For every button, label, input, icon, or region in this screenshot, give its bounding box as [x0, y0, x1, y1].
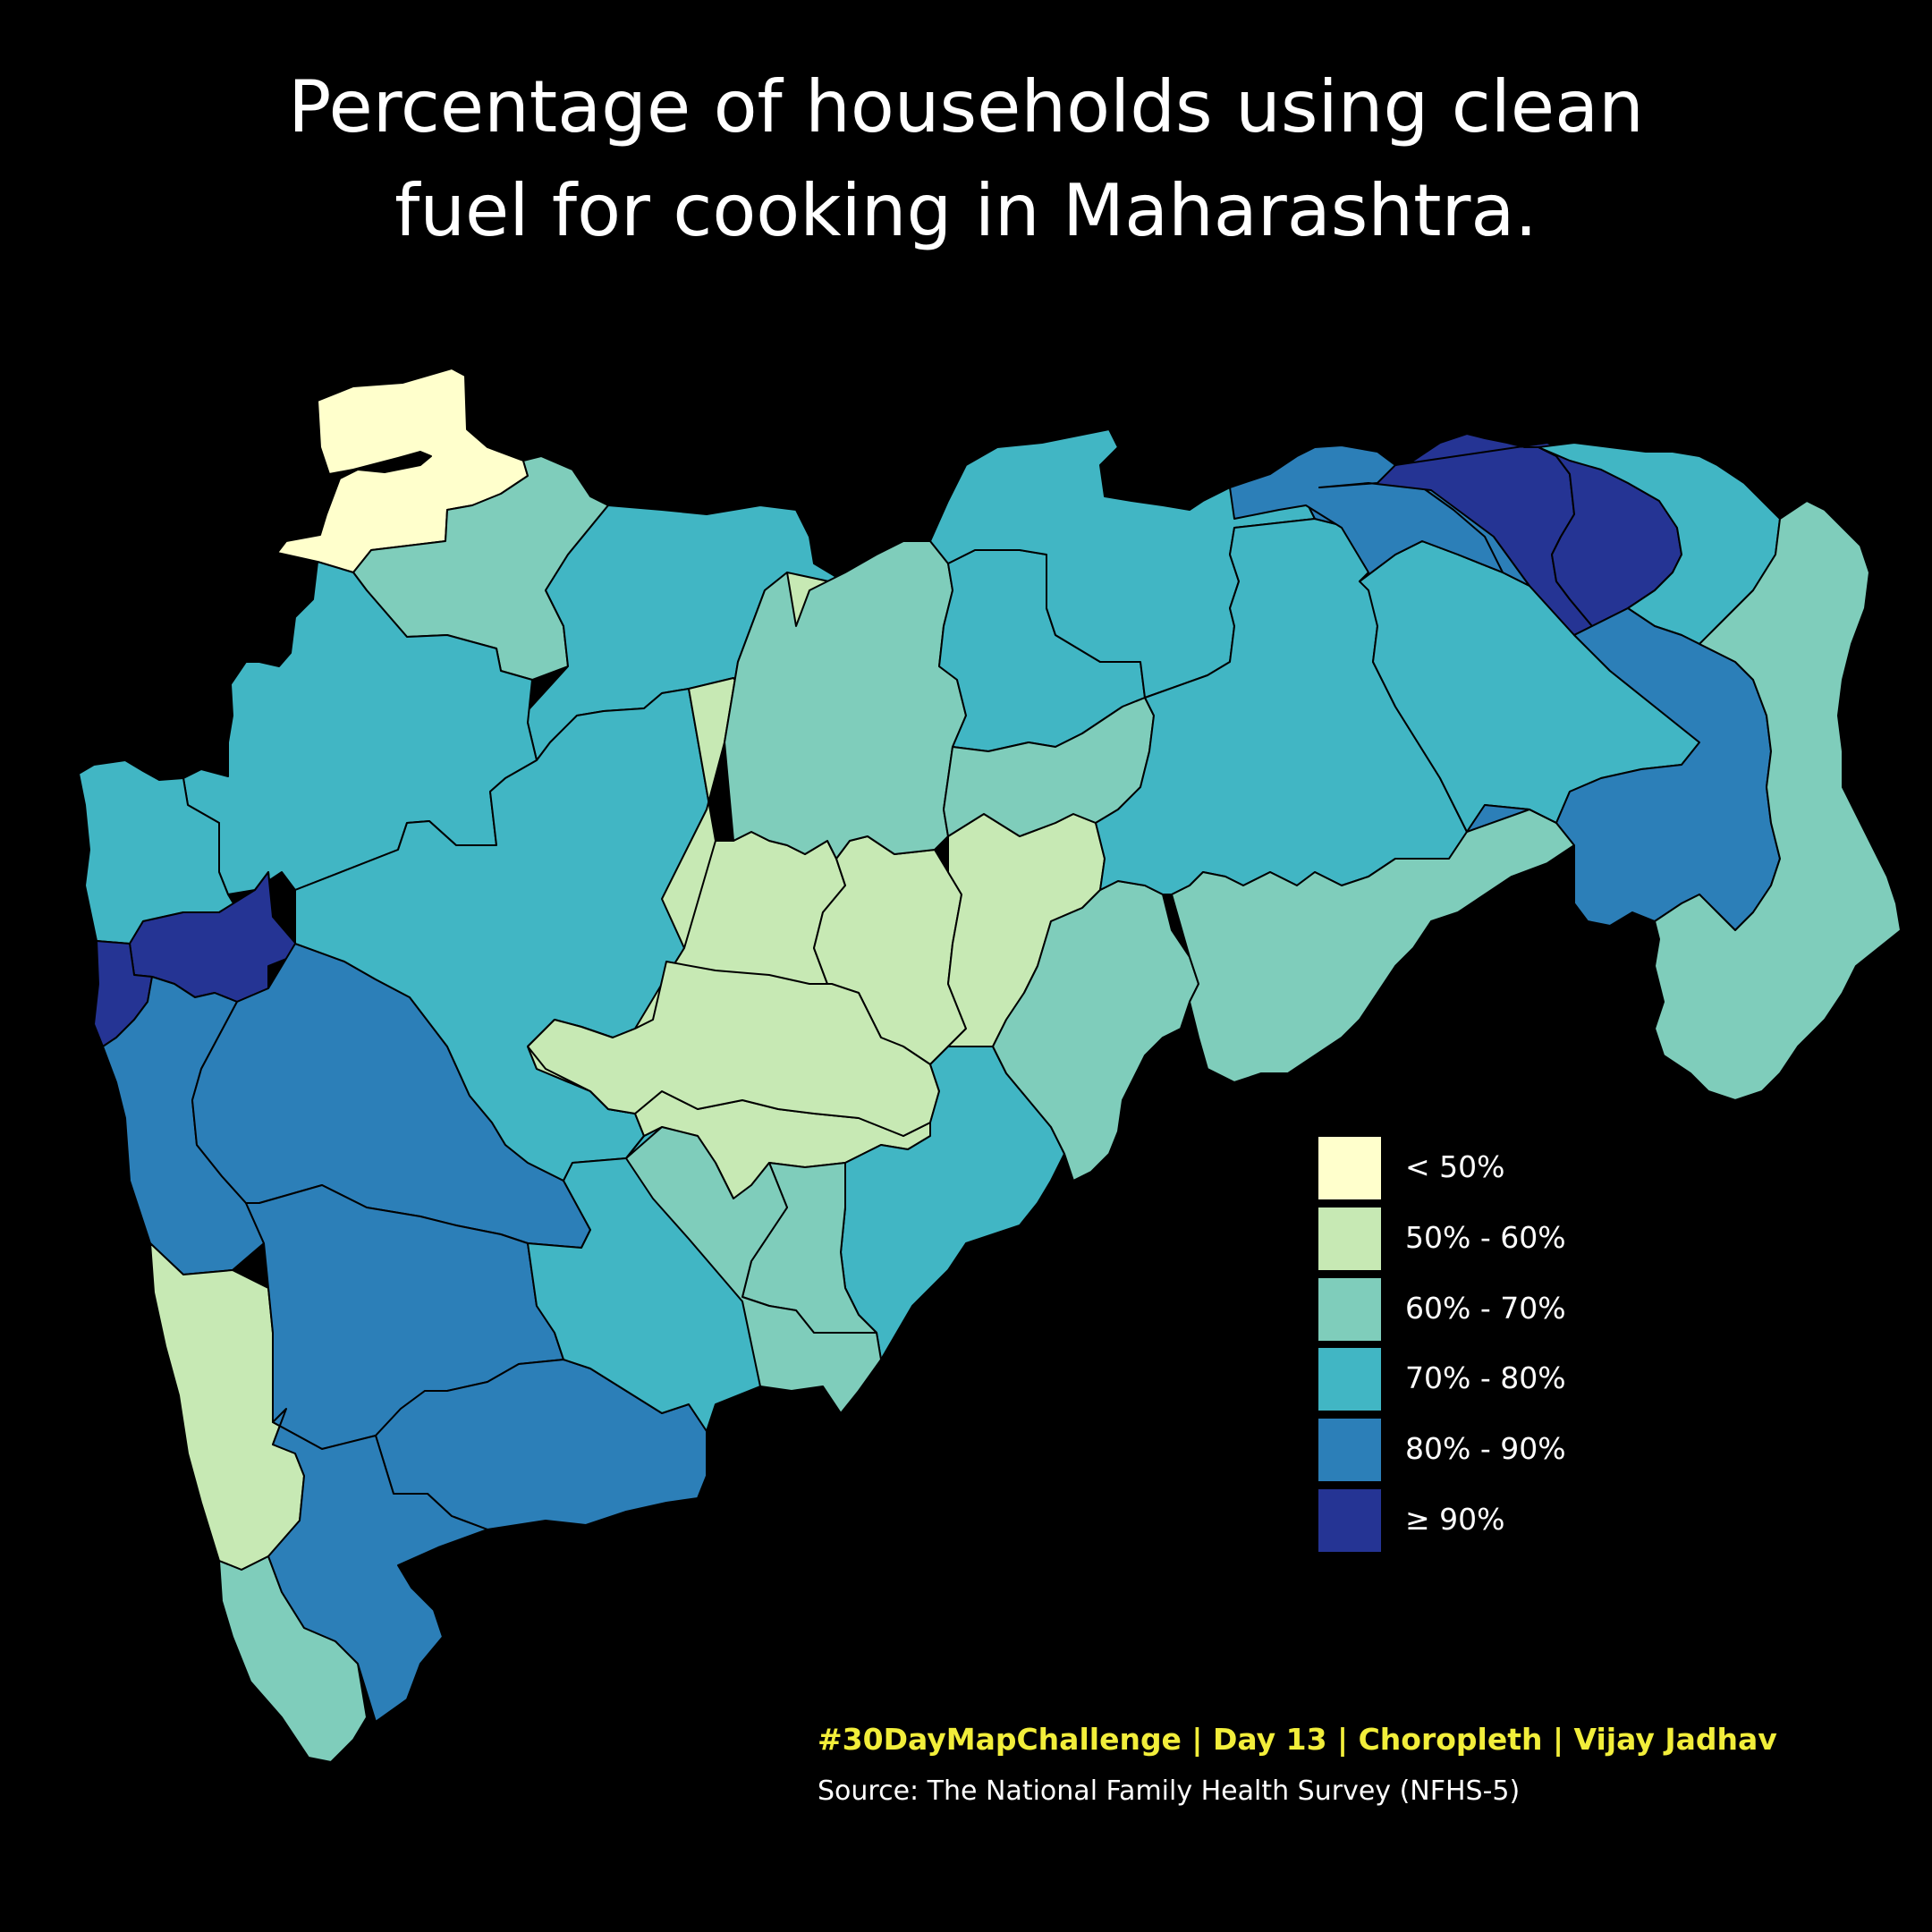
legend-swatch: [1318, 1278, 1381, 1341]
district-nanded[interactable]: [992, 880, 1199, 1182]
legend-swatch: [1318, 1208, 1381, 1270]
legend-item-80-90: 80% - 90%: [1318, 1416, 1676, 1481]
legend-swatch: [1318, 1137, 1381, 1199]
legend-label: 50% - 60%: [1405, 1220, 1566, 1255]
district-gadchiroli[interactable]: [1654, 500, 1902, 1101]
map-title: Percentage of households using clean fue…: [0, 55, 1932, 263]
district-osmanabad-west[interactable]: [625, 1126, 882, 1414]
legend-label: 60% - 70%: [1405, 1291, 1566, 1326]
legend-label: ≥ 90%: [1405, 1502, 1505, 1537]
source-line: Source: The National Family Health Surve…: [818, 1775, 1521, 1807]
title-line-1: Percentage of households using clean: [288, 65, 1644, 148]
district-beed-body[interactable]: [527, 961, 940, 1137]
district-hingoli[interactable]: [1171, 804, 1575, 1083]
legend-item-50-60: 50% - 60%: [1318, 1205, 1676, 1270]
legend-item-gte90: ≥ 90%: [1318, 1487, 1676, 1552]
legend-label: 80% - 90%: [1405, 1431, 1566, 1466]
legend-item-60-70: 60% - 70%: [1318, 1275, 1676, 1341]
legend-label: < 50%: [1405, 1149, 1505, 1184]
legend-label: 70% - 80%: [1405, 1360, 1566, 1395]
legend-item-70-80: 70% - 80%: [1318, 1345, 1676, 1411]
credit-line: #30DayMapChallenge | Day 13 | Choropleth…: [818, 1722, 1777, 1757]
legend-swatch: [1318, 1348, 1381, 1411]
district-nashik[interactable]: [182, 561, 538, 895]
district-nagpur-main[interactable]: [1229, 445, 1504, 582]
legend-item-lt50: < 50%: [1318, 1134, 1676, 1199]
legend-swatch: [1318, 1489, 1381, 1552]
title-line-2: fuel for cooking in Maharashtra.: [394, 169, 1538, 252]
legend-swatch: [1318, 1419, 1381, 1481]
district-kolhapur[interactable]: [267, 1408, 488, 1723]
